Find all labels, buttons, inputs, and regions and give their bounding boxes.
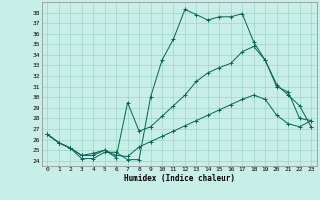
X-axis label: Humidex (Indice chaleur): Humidex (Indice chaleur) <box>124 174 235 183</box>
